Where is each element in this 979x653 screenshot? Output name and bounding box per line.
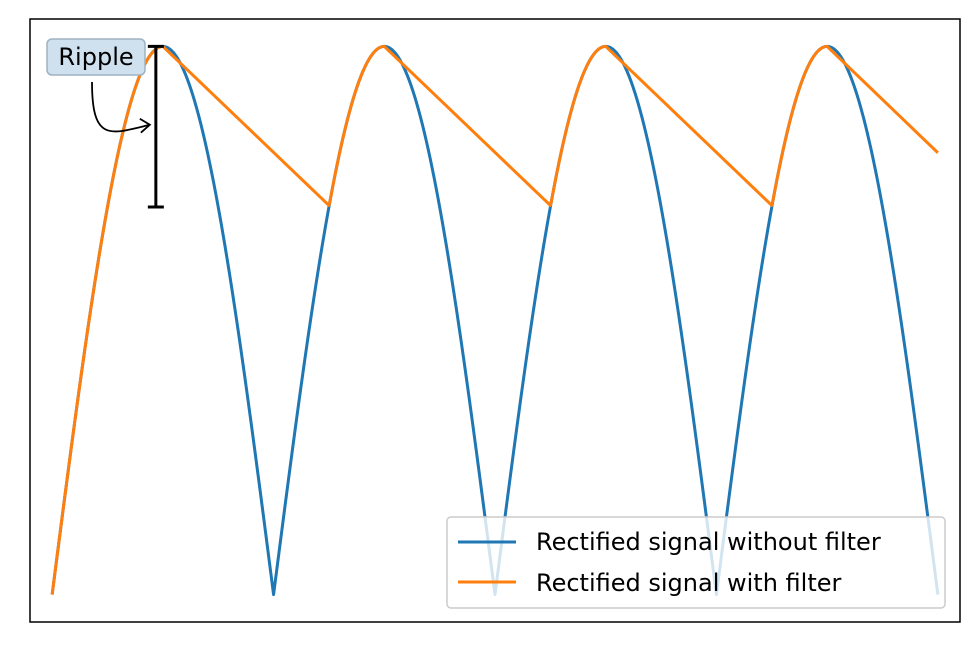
ripple-label-box [46, 38, 146, 76]
legend-label-unfiltered: Rectified signal without filter [536, 528, 881, 556]
series-line-filtered [50, 44, 939, 595]
legend-frame [446, 516, 946, 609]
ripple-label: Ripple [58, 43, 133, 71]
legend: Rectified signal without filter Rectifie… [446, 516, 946, 609]
ripple-annotation: Ripple [46, 38, 164, 209]
ripple-arrow [91, 81, 151, 133]
ripple-arrow-head-icon [139, 117, 152, 134]
legend-label-filtered: Rectified signal with filter [536, 569, 842, 597]
axes-frame [29, 18, 961, 623]
